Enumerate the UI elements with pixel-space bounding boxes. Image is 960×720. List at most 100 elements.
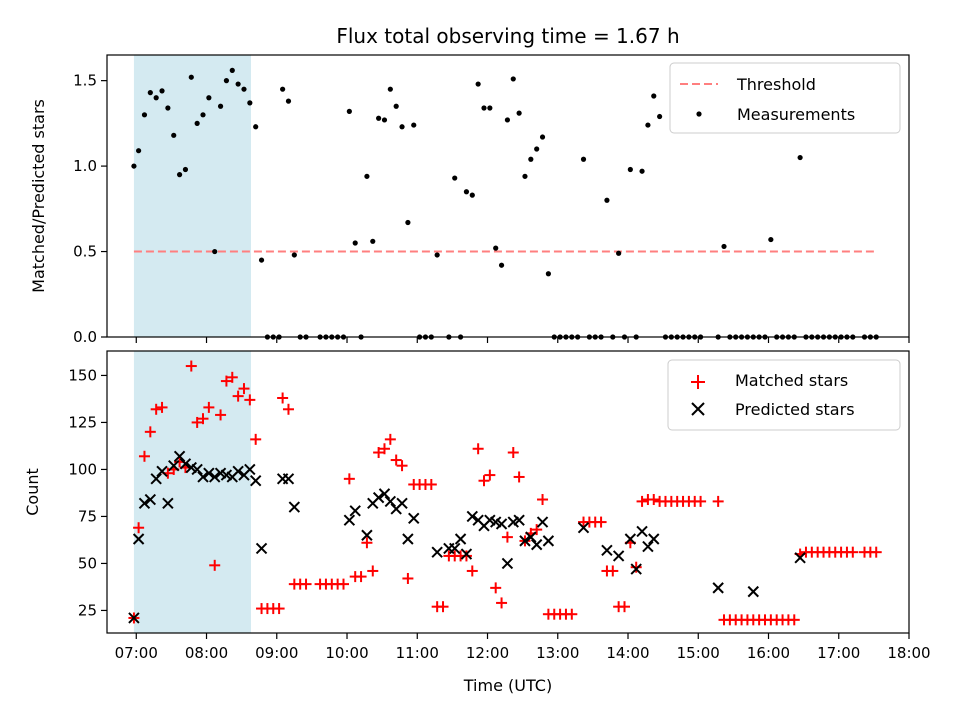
measurement-point [434,252,440,258]
measurement-point [141,112,148,118]
matched-star-point [238,383,250,395]
measurement-point [481,105,487,111]
matched-star-point [273,603,285,615]
matched-star-point [466,565,478,577]
predicted-star-point [519,535,531,547]
matched-star-point [618,601,630,613]
top-y-tick-label: 1.0 [73,157,97,175]
x-tick-label: 08:00 [185,644,228,662]
legend-measurements-swatch [696,111,702,117]
matched-star-point [531,524,543,536]
matched-star-point [244,394,256,406]
matched-star-point [215,409,227,421]
measurement-point [285,98,292,104]
bottom-x-ticks: 07:00 08:00 09:00 10:00 11:00 12:00 13:00 14:00… [115,633,931,662]
top-legend: Threshold Measurements [669,62,901,134]
measurement-point [475,81,481,87]
matched-star-point [507,447,519,459]
measurement-point [212,248,218,255]
measurement-point [545,271,551,277]
legend-threshold-label: Threshold [736,75,816,94]
predicted-star-point [402,533,414,545]
x-tick-label: 11:00 [396,644,439,662]
bottom-y-axis-label: Count [23,468,42,516]
x-tick-label: 18:00 [887,644,930,662]
predicted-star-point [209,471,221,483]
predicted-star-point [460,548,473,560]
measurement-point [200,112,206,118]
predicted-star-point [648,533,660,545]
predicted-star-point [408,512,420,525]
measurement-point [657,113,663,120]
measurement-point [291,252,297,258]
predicted-star-point [612,550,625,562]
predicted-star-point [282,473,295,485]
matched-star-point [156,401,168,413]
measurement-point [405,219,411,226]
matched-star-point [282,403,294,415]
measurement-point [241,86,247,92]
legend-measurements-label: Measurements [737,105,855,124]
matched-star-point [870,546,882,558]
top-panel: 0.0 0.5 1.0 1.5 Matched/Predicted stars Thr… [29,54,910,346]
bottom-y-tick-label: 150 [68,366,97,384]
bottom-panel: 25 50 75 100 125 150 07:00 08:00 09:00 10:00 11:0… [23,350,931,695]
measurement-point [147,90,153,96]
matched-star-point [437,601,449,613]
measurement-point [165,105,171,111]
matched-star-point [209,559,221,571]
predicted-star-point [232,465,244,478]
matched-star-point [712,495,724,507]
matched-star-point [472,443,484,455]
matched-star-point [150,403,162,415]
predicted-star-point [138,497,151,509]
predicted-star-point [249,475,262,487]
measurement-point [645,122,651,128]
predicted-star-point [396,497,408,509]
measurement-point [258,257,265,263]
bottom-highlight-span [133,351,252,633]
matched-star-point [537,494,549,506]
matched-star-point [343,473,355,485]
measurement-point [229,67,235,73]
x-tick-label: 17:00 [817,644,860,662]
matched-star-point [367,565,379,577]
predicted-star-point [255,542,268,555]
predicted-star-point [630,563,642,575]
measurement-point [627,166,633,173]
matched-star-point [355,571,367,583]
matched-star-point [300,578,312,590]
matched-star-point [607,565,619,577]
predicted-star-point [132,533,145,545]
predicted-star-point [372,491,385,504]
predicted-star-point [168,459,180,472]
matched-star-point [484,469,496,481]
bottom-y-tick-label: 75 [78,507,97,525]
predicted-star-point [150,473,162,485]
matched-star-point [203,401,215,413]
predicted-star-point [542,535,555,547]
matched-star-point [361,537,373,549]
matched-star-point [191,416,203,428]
measurement-point [364,173,370,179]
x-tick-label: 13:00 [536,644,579,662]
predicted-star-point [361,529,373,541]
measurement-point [387,86,393,92]
predicted-star-point [530,538,543,551]
predicted-star-point [144,493,157,506]
x-tick-label: 09:00 [255,644,298,662]
measurement-point [235,81,241,87]
matched-star-point [478,475,490,487]
matched-star-point [566,608,578,620]
matched-star-point [220,375,232,387]
chart-title: Flux total observing time = 1.67 h [336,24,679,48]
predicted-star-point [288,501,301,513]
matched-star-point [138,450,150,462]
top-y-ticks: 0.0 0.5 1.0 1.5 [73,72,107,346]
top-axes-frame [106,54,910,338]
measurement-point [539,134,546,140]
legend-predicted-label: Predicted stars [735,400,855,419]
measurement-point [452,175,458,181]
predicted-star-point [244,463,256,476]
